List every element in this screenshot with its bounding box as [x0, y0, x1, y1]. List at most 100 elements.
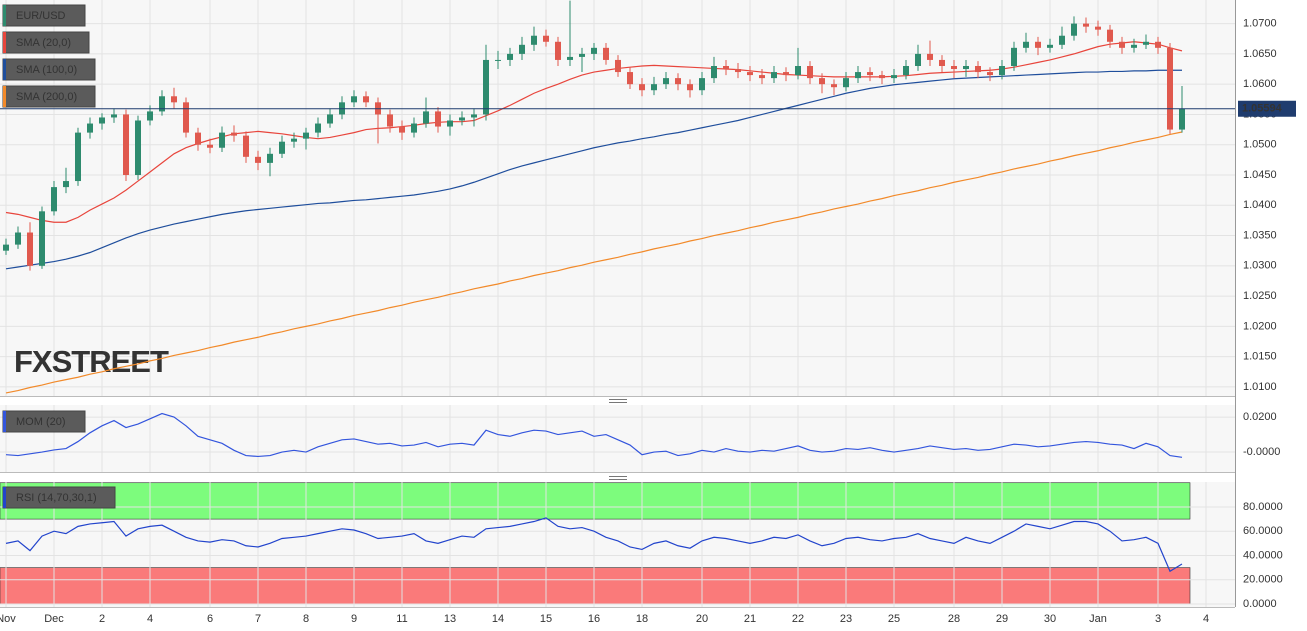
x-tick-label: 30 [1044, 613, 1056, 625]
candle-body [87, 123, 93, 133]
legend-swatch [3, 487, 6, 508]
candle-body [291, 138, 297, 142]
x-tick-label: 21 [744, 613, 756, 625]
y-tick-label: 1.0150 [1243, 351, 1277, 363]
x-tick-label: 4 [147, 613, 153, 625]
candle-body [231, 132, 237, 136]
legend-swatch [3, 411, 6, 432]
candle-body [639, 84, 645, 91]
x-tick-label: Nov [0, 613, 16, 625]
candle-body [123, 114, 129, 175]
candle-body [531, 35, 537, 45]
candle-body [1023, 41, 1029, 48]
candle-body [831, 84, 837, 88]
x-tick-label: 25 [888, 613, 900, 625]
candle-body [39, 211, 45, 266]
candle-body [99, 117, 105, 124]
candle-body [351, 96, 357, 103]
zone [0, 482, 1191, 520]
candle-body [699, 78, 705, 91]
x-tick-label: 14 [492, 613, 504, 625]
series-line [5, 69, 1182, 270]
candle-body [219, 132, 225, 148]
candle-body [111, 114, 117, 118]
candle-body [1155, 41, 1161, 48]
candle-body [723, 66, 729, 70]
candle-body [1095, 26, 1101, 30]
x-tick-label: 7 [255, 613, 261, 625]
x-tick-label: 3 [1155, 613, 1161, 625]
candle-body [315, 123, 321, 133]
zone [0, 567, 1191, 605]
candle-body [771, 72, 777, 79]
x-tick-label: 22 [792, 613, 804, 625]
candle-body [807, 66, 813, 79]
candle-body [483, 59, 489, 115]
candle-body [651, 84, 657, 91]
candle-body [615, 59, 621, 73]
candle-body [591, 47, 597, 54]
x-tick-label: 20 [696, 613, 708, 625]
legend-swatch [3, 5, 6, 26]
candle-body [687, 84, 693, 91]
y-tick-label: 1.0600 [1243, 78, 1277, 90]
x-tick-label: 28 [948, 613, 960, 625]
candle-body [255, 156, 261, 163]
candle-body [783, 72, 789, 76]
candle-body [195, 132, 201, 145]
candle-body [819, 78, 825, 85]
candle-body [363, 96, 369, 103]
candle-body [987, 72, 993, 76]
candle-body [471, 114, 477, 118]
candle-body [411, 123, 417, 133]
x-tick-label: 8 [303, 613, 309, 625]
y-tick-label: 1.0100 [1243, 381, 1277, 393]
series-line [5, 412, 1183, 458]
x-tick-label: 18 [636, 613, 648, 625]
x-tick-label: 23 [840, 613, 852, 625]
candle-body [675, 78, 681, 85]
y-tick-label: 80.0000 [1243, 501, 1283, 513]
y-tick-label: 1.0450 [1243, 169, 1277, 181]
candle-body [903, 66, 909, 76]
y-tick-label: 1.0200 [1243, 320, 1277, 332]
candle-body [951, 66, 957, 70]
candle-body [1167, 47, 1173, 130]
candle-body [243, 135, 249, 157]
candle-body [579, 53, 585, 57]
candle-body [399, 126, 405, 133]
candle-body [279, 141, 285, 154]
candle-body [843, 78, 849, 88]
candle-body [267, 153, 273, 163]
x-tick-label: 4 [1203, 613, 1209, 625]
y-tick-label: 1.0400 [1243, 199, 1277, 211]
candle-body [975, 66, 981, 73]
candle-body [327, 114, 333, 124]
candle-body [927, 53, 933, 60]
candle-body [27, 232, 33, 266]
y-tick-label: 20.0000 [1243, 574, 1283, 586]
candle-body [15, 232, 21, 245]
candle-body [555, 41, 561, 60]
y-tick-label: 1.0650 [1243, 48, 1277, 60]
candle-body [3, 244, 9, 251]
x-tick-label: Jan [1089, 613, 1107, 625]
x-tick-label: 11 [396, 613, 407, 625]
candle-body [795, 66, 801, 76]
x-tick-label: 29 [996, 613, 1008, 625]
y-tick-label: 1.0300 [1243, 260, 1277, 272]
candle-body [159, 96, 165, 112]
y-tick-label: -0.0000 [1243, 446, 1280, 458]
x-tick-label: 13 [444, 613, 456, 625]
candle-body [747, 72, 753, 76]
candle-body [51, 187, 57, 212]
candle-body [915, 53, 921, 66]
separator-handle [609, 399, 627, 480]
candle-body [1011, 47, 1017, 66]
legend-swatch [3, 32, 6, 53]
x-tick-label: Dec [44, 613, 64, 625]
candle-body [879, 75, 885, 79]
candle-body [183, 102, 189, 133]
legend-label: MOM (20) [16, 416, 66, 428]
